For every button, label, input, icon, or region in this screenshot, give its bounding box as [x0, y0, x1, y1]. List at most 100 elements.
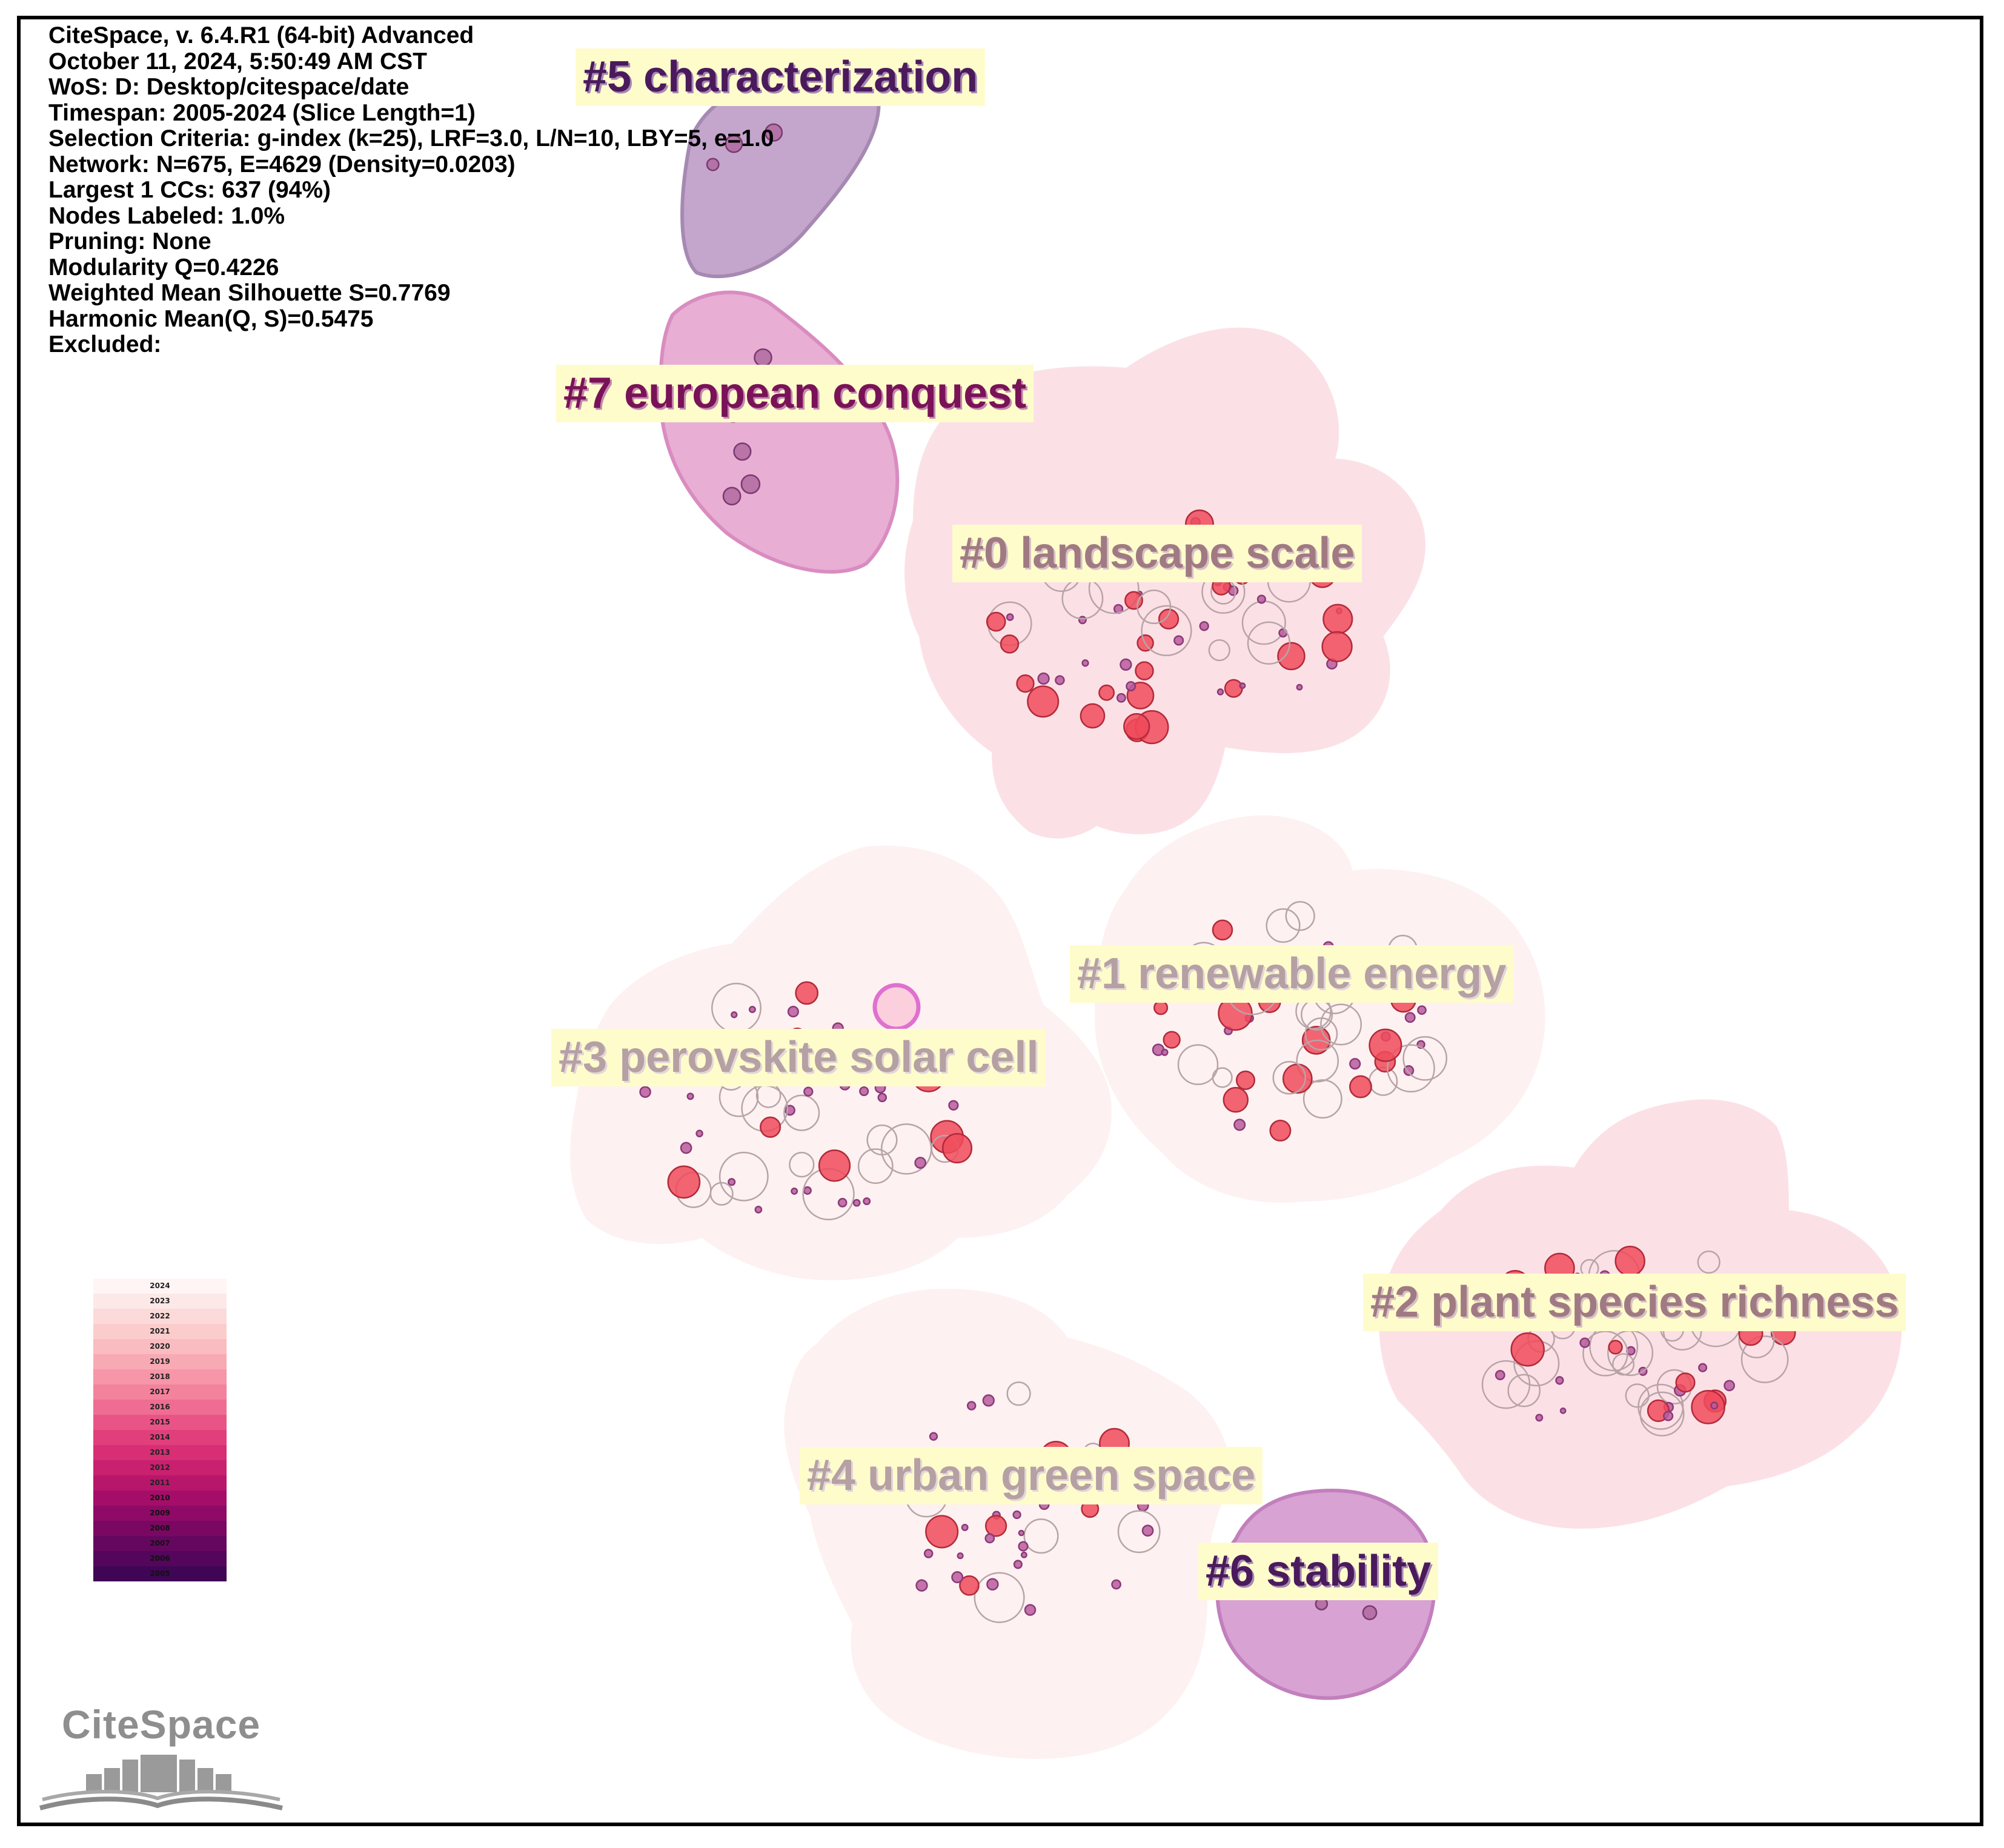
- network-node: [1349, 1075, 1372, 1098]
- network-node: [760, 1116, 781, 1138]
- legend-year-2019: 2019: [93, 1354, 227, 1369]
- legend-year-2013: 2013: [93, 1445, 227, 1460]
- network-node: [1023, 1518, 1059, 1554]
- network-node: [1369, 1028, 1402, 1062]
- network-node: [1675, 1372, 1696, 1393]
- network-node: [1239, 682, 1246, 690]
- network-node: [859, 1086, 869, 1097]
- network-node: [1081, 659, 1089, 667]
- harmonic-mean: Harmonic Mean(Q, S)=0.5475: [48, 305, 374, 332]
- network-node: [787, 1006, 799, 1018]
- network-node: [1559, 1408, 1567, 1414]
- network-node: [1117, 1510, 1161, 1554]
- network-node: [1625, 1383, 1650, 1408]
- network-node: [857, 1148, 894, 1184]
- network-node: [1199, 621, 1209, 631]
- network-node: [1000, 634, 1020, 654]
- modularity: Modularity Q=0.4226: [48, 254, 279, 281]
- network-node: [951, 1571, 964, 1584]
- legend-year-2011: 2011: [93, 1475, 227, 1491]
- network-node: [1080, 703, 1106, 729]
- network-node: [1223, 1086, 1249, 1113]
- cluster-label-4[interactable]: #4 urban green space: [800, 1447, 1263, 1504]
- cluster-label-1[interactable]: #1 renewable energy: [1070, 945, 1514, 1003]
- network-node: [1417, 1005, 1427, 1015]
- network-node: [1304, 1017, 1338, 1051]
- network-node: [1710, 1401, 1719, 1410]
- network-node: [718, 1151, 769, 1202]
- network-node: [1141, 605, 1192, 657]
- legend-year-2009: 2009: [93, 1506, 227, 1521]
- legend-year-2007: 2007: [93, 1536, 227, 1551]
- network-node: [1272, 1060, 1307, 1095]
- network-node: [1362, 1605, 1378, 1620]
- network-node: [1224, 679, 1243, 698]
- network-node: [1126, 681, 1136, 692]
- cluster-label-2[interactable]: #2 plant species richness: [1363, 1274, 1906, 1331]
- network-node: [982, 1394, 995, 1407]
- network-node: [791, 1187, 798, 1195]
- timestamp: October 11, 2024, 5:50:49 AM CST: [48, 48, 427, 75]
- legend-year-2020: 2020: [93, 1339, 227, 1354]
- legend-year-2006: 2006: [93, 1551, 227, 1566]
- network-node: [1322, 603, 1353, 634]
- network-node: [1016, 674, 1035, 693]
- cluster-label-6[interactable]: #6 stability: [1198, 1543, 1439, 1600]
- network-node: [1698, 1363, 1708, 1372]
- network-node: [1006, 1381, 1031, 1406]
- network-node: [1282, 1063, 1313, 1094]
- network-node: [1266, 908, 1301, 943]
- network-node: [1153, 1000, 1169, 1015]
- network-node: [1177, 1044, 1219, 1085]
- pruning: Pruning: None: [48, 228, 211, 254]
- data-source: WoS: D: Desktop/citespace/date: [48, 74, 410, 100]
- cluster-label-7[interactable]: #7 european conquest: [556, 365, 1034, 422]
- network-node: [1296, 683, 1303, 691]
- network-node: [1124, 591, 1143, 610]
- cluster-label-3[interactable]: #3 perovskite solar cell: [551, 1029, 1046, 1086]
- network-node: [1163, 1031, 1181, 1049]
- network-node: [754, 1206, 763, 1214]
- network-node: [923, 1549, 934, 1558]
- network-node: [1020, 1551, 1027, 1558]
- network-stats: Network: N=675, E=4629 (Density=0.0203): [48, 151, 516, 178]
- network-node: [986, 1578, 999, 1591]
- excluded: Excluded:: [48, 331, 162, 357]
- network-node: [1135, 661, 1154, 680]
- legend-year-2018: 2018: [93, 1369, 227, 1384]
- network-node: [1027, 685, 1060, 718]
- network-node: [733, 442, 752, 461]
- network-node: [818, 1149, 851, 1182]
- network-node: [1247, 621, 1291, 665]
- citespace-logo: CiteSpace: [62, 1702, 261, 1747]
- network-node: [1639, 1391, 1685, 1437]
- cluster-area-1: [1094, 815, 1545, 1203]
- cluster-label-0[interactable]: #0 landscape scale: [952, 525, 1362, 582]
- legend-year-2016: 2016: [93, 1400, 227, 1415]
- network-node: [1055, 675, 1065, 685]
- network-node: [765, 123, 783, 142]
- network-node: [1535, 1414, 1544, 1422]
- cluster-label-5[interactable]: #5 characterization: [576, 48, 986, 106]
- network-node: [1123, 713, 1150, 740]
- network-node: [1158, 608, 1180, 630]
- network-node: [877, 1092, 888, 1103]
- network-node: [1296, 1039, 1339, 1083]
- network-node: [1724, 1380, 1735, 1392]
- legend-year-2010: 2010: [93, 1491, 227, 1506]
- network-node: [1012, 1510, 1021, 1520]
- legend-year-2015: 2015: [93, 1415, 227, 1430]
- network-node: [1136, 589, 1172, 625]
- network-node: [1608, 1340, 1623, 1355]
- legend-year-2023: 2023: [93, 1294, 227, 1309]
- network-node: [957, 1552, 964, 1560]
- network-node: [966, 1401, 977, 1411]
- network-node: [929, 1432, 938, 1441]
- year-color-legend: 2024 2023 2022 2021 2020 2019 2018 2017 2016 2015…: [93, 1278, 227, 1581]
- network-node: [837, 1198, 848, 1208]
- network-node: [1098, 684, 1115, 701]
- legend-year-2021: 2021: [93, 1324, 227, 1339]
- citespace-logo-graphic: [39, 1755, 283, 1810]
- legend-year-2012: 2012: [93, 1460, 227, 1475]
- legend-year-2024: 2024: [93, 1278, 227, 1294]
